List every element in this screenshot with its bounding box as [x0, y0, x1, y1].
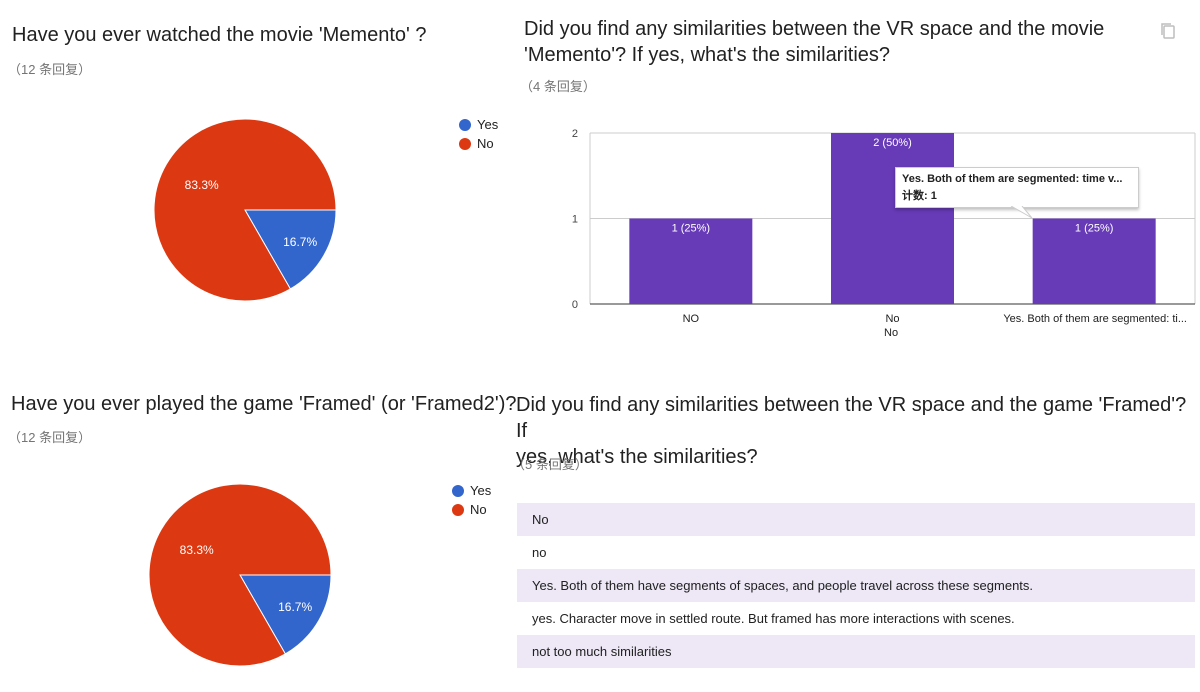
q2-x-axis-label: No	[884, 327, 899, 339]
q4-response-list: No no Yes. Both of them have segments of…	[517, 503, 1195, 668]
legend-swatch-no	[459, 137, 471, 150]
x-tick-label: No	[885, 313, 899, 325]
bar-data-label: 2 (50%)	[873, 137, 912, 149]
pie-slice-no	[148, 483, 332, 667]
x-tick-label: NO	[683, 313, 700, 325]
copy-icon[interactable]	[1158, 21, 1178, 41]
q4-title-line1: Did you find any similarities between th…	[516, 394, 1187, 442]
q2-title-line1: Did you find any similarities between th…	[524, 18, 1105, 40]
legend-item-no: No	[452, 500, 491, 519]
legend-label-yes: Yes	[470, 483, 492, 498]
pie-label-yes: 16.7%	[278, 600, 312, 614]
pie-slice-yes	[244, 209, 337, 290]
q2-response-count: （4 条回复）	[520, 79, 596, 94]
q3-title: Have you ever played the game 'Framed' (…	[11, 393, 517, 415]
q2-title: Did you find any similarities between th…	[524, 16, 1104, 68]
legend-item-yes: Yes	[452, 481, 491, 500]
q1-title: Have you ever watched the movie 'Memento…	[12, 24, 427, 46]
legend-label-no: No	[470, 502, 487, 517]
legend-swatch-yes	[459, 118, 471, 131]
q2-bar-chart: 0 1 2 1 (25%) NO 2 (50%) No 1 (25%) Yes. Both of…	[572, 128, 1196, 325]
q3-legend: Yes No	[452, 481, 491, 519]
q2-tooltip-title: Yes. Both of them are segmented: time v.…	[902, 173, 1123, 185]
q2-tooltip-pointer	[1010, 206, 1033, 219]
y-tick-label: 2	[572, 128, 578, 140]
q2-tooltip: Yes. Both of them are segmented: time v.…	[895, 167, 1139, 208]
legend-item-yes: Yes	[459, 115, 498, 134]
q3-pie-chart: 16.7% 83.3%	[148, 483, 332, 667]
y-tick-label: 1	[572, 214, 578, 226]
bar	[629, 218, 753, 304]
list-item: not too much similarities	[517, 635, 1195, 668]
q2-tooltip-count: 计数: 1	[902, 190, 937, 202]
list-item: No	[517, 503, 1195, 536]
bar	[831, 133, 954, 304]
q2-title-line2: 'Memento'? If yes, what's the similariti…	[524, 44, 891, 66]
legend-swatch-yes	[452, 484, 464, 497]
list-item: yes. Character move in settled route. Bu…	[532, 611, 1015, 626]
legend-label-yes: Yes	[477, 117, 499, 132]
bar	[1032, 218, 1156, 304]
list-item: Yes. Both of them have segments of space…	[517, 569, 1195, 602]
q1-legend: Yes No	[459, 115, 498, 153]
q4-title-line2: yes, what's the similarities?	[516, 446, 758, 468]
pie-label-no: 83.3%	[185, 178, 219, 192]
bar-data-label: 1 (25%)	[672, 223, 711, 235]
y-tick-label: 0	[572, 299, 578, 311]
q3-response-count: （12 条回复）	[8, 430, 92, 445]
q4-response-count: （5 条回复）	[512, 457, 588, 472]
pie-label-no: 83.3%	[180, 543, 214, 557]
x-tick-label: Yes. Both of them are segmented: ti...	[1003, 313, 1187, 325]
legend-swatch-no	[452, 503, 464, 516]
pie-slice-no	[153, 118, 337, 302]
pie-label-yes: 16.7%	[283, 235, 317, 249]
pie-slice-yes	[239, 574, 332, 655]
legend-item-no: No	[459, 134, 498, 153]
legend-label-no: No	[477, 136, 494, 151]
q4-title: Did you find any similarities between th…	[516, 392, 1200, 470]
q1-pie-chart: 16.7% 83.3%	[153, 118, 337, 302]
q1-response-count: （12 条回复）	[8, 62, 92, 77]
list-item: no	[532, 545, 547, 560]
bar-data-label: 1 (25%)	[1075, 223, 1114, 235]
